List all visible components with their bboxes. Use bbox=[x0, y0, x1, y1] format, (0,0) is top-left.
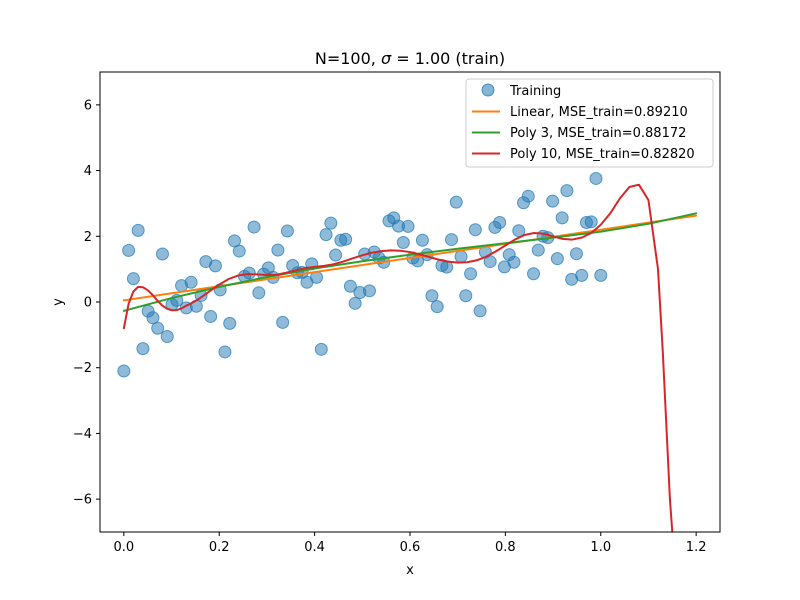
y-tick-label: −2 bbox=[73, 361, 92, 376]
x-axis: 0.0 0.2 0.4 0.6 0.8 1.0 1.2 bbox=[114, 532, 707, 555]
training-point bbox=[531, 243, 545, 257]
training-point bbox=[324, 216, 338, 230]
training-point bbox=[242, 266, 256, 280]
plot-area bbox=[117, 171, 698, 532]
legend-marker-training bbox=[481, 83, 495, 97]
training-point bbox=[464, 267, 478, 281]
training-point bbox=[415, 233, 429, 247]
training-point bbox=[280, 224, 294, 238]
training-point bbox=[348, 296, 362, 310]
training-point bbox=[247, 220, 261, 234]
training-point bbox=[493, 215, 507, 229]
training-point bbox=[575, 268, 589, 282]
training-point bbox=[444, 233, 458, 247]
training-point bbox=[521, 189, 535, 203]
training-point bbox=[430, 300, 444, 314]
training-point bbox=[589, 171, 603, 185]
legend-frame bbox=[465, 78, 714, 168]
training-point bbox=[136, 342, 150, 356]
training-point bbox=[560, 184, 574, 198]
training-point bbox=[314, 342, 328, 356]
training-point bbox=[204, 309, 218, 323]
training-point bbox=[160, 330, 174, 343]
training-point bbox=[208, 259, 222, 273]
y-axis-label: y bbox=[51, 298, 66, 306]
training-scatter bbox=[117, 171, 608, 378]
training-point bbox=[218, 345, 232, 359]
training-point bbox=[527, 267, 541, 281]
training-point bbox=[117, 364, 131, 378]
training-point bbox=[555, 211, 569, 225]
y-tick-label: 6 bbox=[84, 98, 92, 113]
training-point bbox=[151, 321, 165, 335]
legend-label-poly3: Poly 3, MSE_train=0.88172 bbox=[510, 126, 686, 141]
training-point bbox=[276, 315, 290, 329]
y-tick-label: −4 bbox=[73, 427, 92, 442]
poly3-fit-line bbox=[122, 212, 698, 312]
training-point bbox=[362, 284, 376, 298]
training-point bbox=[550, 252, 564, 266]
chart-title: N=100, σ = 1.00 (train) bbox=[315, 49, 505, 68]
x-tick-label: 0.8 bbox=[495, 540, 516, 555]
training-point bbox=[546, 194, 560, 208]
x-tick-label: 0.0 bbox=[114, 540, 135, 555]
legend-label-training: Training bbox=[509, 84, 561, 99]
training-point bbox=[459, 289, 473, 303]
legend: Training Linear, MSE_train=0.89210 Poly … bbox=[465, 78, 714, 168]
x-axis-label: x bbox=[406, 563, 414, 578]
training-point bbox=[584, 215, 598, 229]
training-point bbox=[126, 272, 140, 286]
training-point bbox=[401, 219, 415, 233]
x-tick-label: 0.4 bbox=[304, 540, 325, 555]
training-point bbox=[473, 304, 487, 318]
legend-label-poly10: Poly 10, MSE_train=0.82820 bbox=[510, 147, 695, 162]
training-point bbox=[155, 247, 169, 261]
training-point bbox=[449, 195, 463, 209]
y-tick-label: 4 bbox=[84, 164, 92, 179]
training-point bbox=[507, 255, 521, 269]
x-tick-label: 0.6 bbox=[400, 540, 421, 555]
training-point bbox=[252, 286, 266, 300]
y-axis: −6 −4 −2 0 2 4 6 bbox=[73, 98, 100, 508]
training-point bbox=[223, 316, 237, 330]
x-tick-label: 1.2 bbox=[686, 540, 707, 555]
training-point bbox=[343, 279, 357, 293]
x-tick-label: 0.2 bbox=[209, 540, 230, 555]
training-point bbox=[468, 223, 482, 237]
training-point bbox=[329, 248, 343, 262]
training-point bbox=[440, 260, 454, 274]
training-point bbox=[396, 236, 410, 250]
legend-label-linear: Linear, MSE_train=0.89210 bbox=[510, 105, 688, 120]
training-point bbox=[454, 250, 468, 264]
training-point bbox=[319, 228, 333, 242]
training-point bbox=[122, 243, 136, 257]
training-point bbox=[131, 223, 145, 237]
x-tick-label: 1.0 bbox=[590, 540, 611, 555]
training-point bbox=[184, 275, 198, 289]
y-tick-label: 2 bbox=[84, 230, 92, 245]
training-point bbox=[425, 289, 439, 303]
y-tick-label: −6 bbox=[73, 493, 92, 508]
poly10-fit-line bbox=[122, 183, 674, 532]
training-point bbox=[232, 244, 246, 258]
training-point bbox=[271, 243, 285, 257]
training-point bbox=[569, 247, 583, 261]
training-point bbox=[339, 232, 353, 246]
training-point bbox=[146, 311, 160, 325]
fit-lines bbox=[122, 183, 698, 532]
y-tick-label: 0 bbox=[84, 296, 92, 311]
training-point bbox=[594, 268, 608, 282]
